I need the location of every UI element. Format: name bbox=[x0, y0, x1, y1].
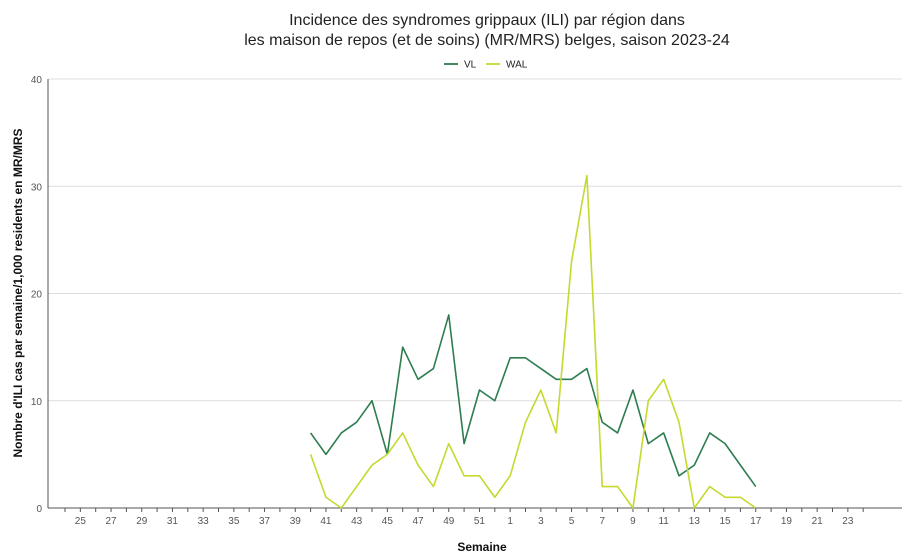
x-tick-label: 7 bbox=[599, 516, 605, 527]
x-tick-label: 31 bbox=[167, 516, 179, 527]
x-axis-label: Semaine bbox=[457, 540, 507, 554]
x-tick-label: 27 bbox=[105, 516, 117, 527]
x-tick-label: 21 bbox=[812, 516, 824, 527]
x-tick-label: 15 bbox=[719, 516, 731, 527]
x-tick-label: 9 bbox=[630, 516, 636, 527]
x-tick-label: 37 bbox=[259, 516, 271, 527]
x-tick-label: 19 bbox=[781, 516, 793, 527]
x-tick-label: 39 bbox=[290, 516, 302, 527]
x-tick-label: 49 bbox=[443, 516, 455, 527]
x-tick-label: 5 bbox=[569, 516, 575, 527]
x-tick-label: 45 bbox=[382, 516, 394, 527]
x-tick-label: 1 bbox=[507, 516, 513, 527]
x-tick-label: 3 bbox=[538, 516, 544, 527]
x-tick-label: 35 bbox=[228, 516, 240, 527]
x-tick-label: 23 bbox=[842, 516, 854, 527]
y-tick-label: 30 bbox=[31, 182, 43, 193]
series-line-wal bbox=[309, 174, 757, 509]
series-lines bbox=[309, 174, 757, 509]
chart-title-line-2: les maison de repos (et de soins) (MR/MR… bbox=[244, 32, 730, 49]
x-tick-label: 33 bbox=[198, 516, 210, 527]
x-tick-label: 25 bbox=[75, 516, 87, 527]
legend: VL WAL bbox=[444, 60, 528, 71]
x-axis: 25 27 29 31 33 35 37 39 41 43 45 47 49 51 1 3 5 7 9 11 13 15 1… bbox=[48, 507, 902, 527]
x-tick-label: 29 bbox=[136, 516, 148, 527]
y-tick-label: 40 bbox=[31, 75, 43, 86]
x-tick-label: 17 bbox=[750, 516, 762, 527]
x-tick-label: 41 bbox=[320, 516, 332, 527]
y-axis: 0 10 20 30 40 bbox=[31, 75, 49, 515]
x-tick-label: 11 bbox=[658, 516, 669, 527]
x-tick-label: 43 bbox=[351, 516, 363, 527]
x-tick-label: 51 bbox=[474, 516, 486, 527]
y-tick-label: 20 bbox=[31, 290, 43, 301]
y-axis-label: Nombre d'ILI cas par semaine/1,000 resid… bbox=[11, 129, 25, 458]
y-tick-label: 0 bbox=[36, 504, 42, 515]
x-tick-label: 47 bbox=[412, 516, 424, 527]
chart-title-line-1: Incidence des syndromes grippaux (ILI) p… bbox=[289, 12, 685, 29]
y-tick-label: 10 bbox=[31, 397, 43, 408]
x-tick-label: 13 bbox=[689, 516, 701, 527]
legend-label-vl: VL bbox=[464, 60, 477, 71]
gridlines bbox=[48, 78, 902, 402]
legend-label-wal: WAL bbox=[506, 60, 528, 71]
series-line-vl bbox=[309, 314, 757, 488]
